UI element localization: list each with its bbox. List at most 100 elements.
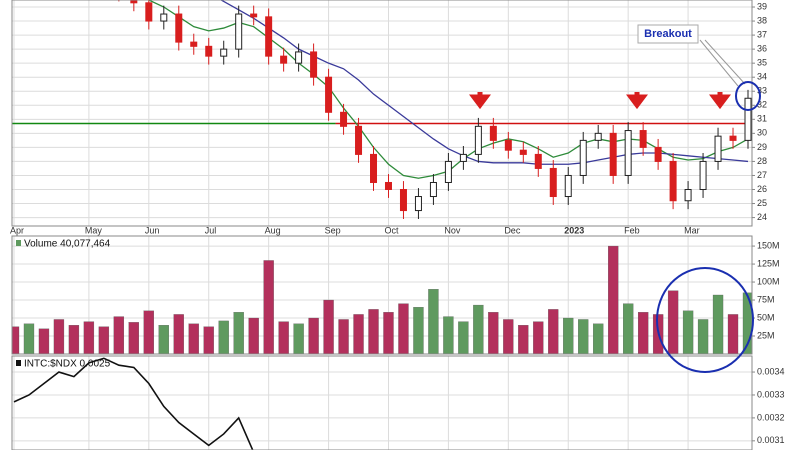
panel-plot [12,236,752,354]
volume-bar [143,310,154,354]
x-tick-label: Mar [684,225,700,235]
candle-body [340,111,348,127]
candle-body [384,181,392,191]
volume-bar [667,290,679,354]
volume-bar [697,319,709,354]
volume-bar [68,325,80,354]
volume-bar [368,309,379,354]
annotations: Breakout [469,24,761,373]
panel: 25M 50M 75M 100M 125M 150M Volume 40,077,464 [11,235,780,355]
panel-plot [12,0,752,226]
volume-bar [173,314,184,354]
y-tick-label: 34 [757,72,767,82]
volume-bar [593,323,604,354]
candle-body [220,48,228,57]
x-tick-label: Feb [624,225,640,235]
volume-bar [563,317,574,354]
candle-body [130,0,138,4]
panel-frame [11,0,753,227]
candle-body [145,2,153,22]
y-tick-label: 33 [757,86,767,96]
highlight-circle [656,267,754,373]
y-tick-label: 38 [757,15,767,25]
highlight-circle [735,81,761,111]
x-tick-label: 2023 [564,225,584,235]
volume-bar [443,316,454,354]
volume-bar [518,325,529,354]
candle-body [250,13,258,18]
panel-frame [11,355,753,450]
candle-body [564,174,572,198]
panel-title: INTC:$NDX 0.0025 [24,359,111,370]
candle-body [474,125,482,155]
volume-bar [38,328,50,354]
volume-bar [278,321,289,354]
candle-body [429,181,437,198]
panel: 0.0031 0.0032 0.0033 0.0034 INTC:$NDX 0.0025 [11,355,785,450]
y-tick-label: 25 [757,198,767,208]
volume-bar [608,245,619,354]
candle-body [355,125,363,155]
volume-bar [188,323,199,354]
candle-body [684,189,692,202]
y-tick-label: 36 [757,44,767,54]
callout-line [699,39,739,87]
candle-body [699,160,707,191]
panel-background [12,356,752,450]
candle-body [729,135,737,141]
y-tick-label: 0.0032 [757,412,785,422]
y-tick-label: 39 [757,1,767,11]
x-tick-label: May [85,225,103,235]
volume-bar [293,323,304,354]
y-tick-label: 50M [757,312,775,322]
volume-bar [712,294,724,354]
volume-bar [398,303,409,354]
candle-body [624,130,632,176]
candle-body [639,130,647,148]
volume-bar [248,317,259,354]
x-tick-label: Apr [10,225,24,235]
volume-bar [458,321,469,354]
candle-body [534,153,542,169]
candle-body [175,13,183,43]
y-tick-label: 37 [757,29,767,39]
volume-bar [308,317,319,354]
volume-bar [83,321,95,354]
candle-body [669,160,677,202]
y-tick-label: 150M [757,240,780,250]
volume-bar [263,260,274,354]
volume-bar [548,309,559,354]
volume-bar [23,323,35,354]
volume-bar [158,325,169,354]
annotation: Breakout [644,28,692,40]
x-tick-label: Nov [444,225,461,235]
volume-bar [503,319,514,354]
ratio-line [13,357,254,450]
candle-body [489,125,497,141]
volume-bar [233,312,244,354]
arrow [626,92,648,110]
volume-bar [428,289,439,354]
x-tick-label: Aug [265,225,281,235]
y-tick-label: 30 [757,128,767,138]
candle-body [579,139,587,176]
y-tick-label: 75M [757,294,775,304]
candle-body [654,146,662,162]
candle-body [609,132,617,176]
volume-bar [578,319,589,354]
volume-bar [113,316,125,354]
plot-layer: 24 25 26 27 28 29 30 31 32 33 34 35 36 37 38 39 Apr May Ju… [10,0,785,450]
x-tick-label: Jun [145,225,160,235]
y-tick-label: 35 [757,58,767,68]
callout-box [637,24,699,44]
y-tick-label: 26 [757,184,767,194]
candle-body [160,13,168,22]
y-tick-label: 100M [757,276,780,286]
legend-swatch [16,240,21,246]
volume-bar [323,299,334,354]
arrow [469,92,491,110]
callout-line [704,39,746,85]
y-tick-label: 0.0031 [757,435,785,445]
volume-bar [218,320,229,354]
candle-body [310,51,318,78]
